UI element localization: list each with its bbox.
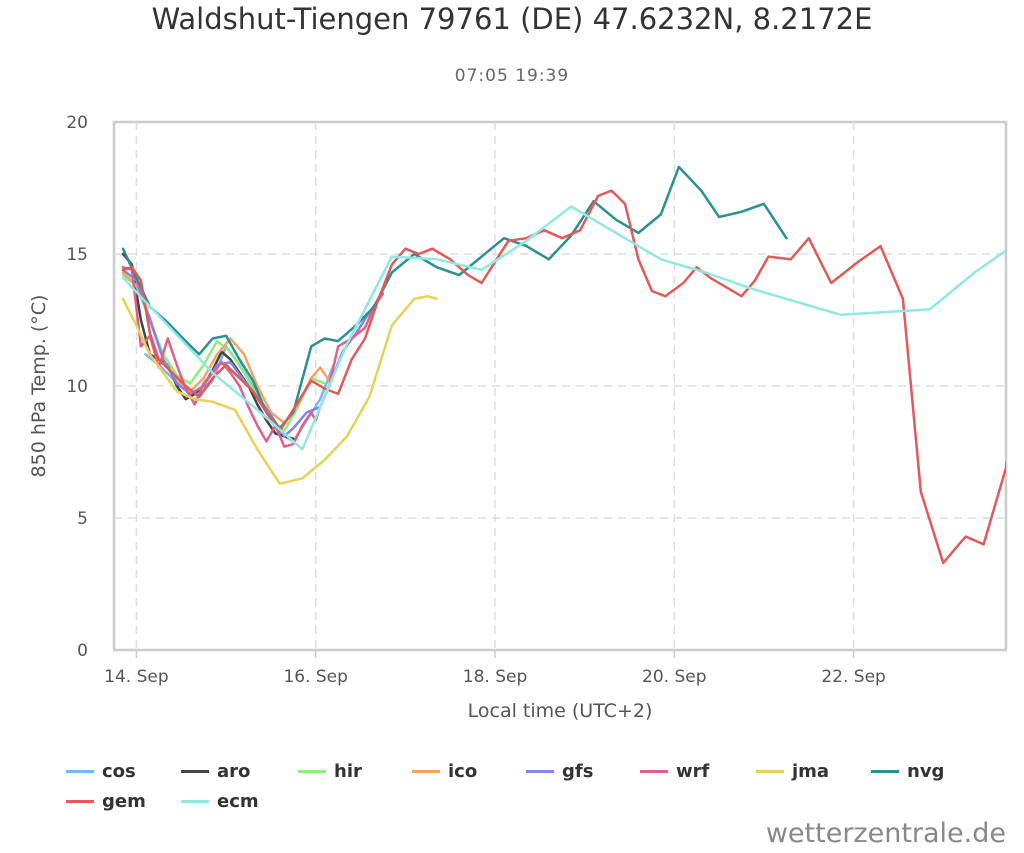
legend-item-aro[interactable]: aro: [181, 758, 250, 784]
legend-item-cos[interactable]: cos: [66, 758, 136, 784]
legend-item-wrf[interactable]: wrf: [640, 758, 709, 784]
legend-label: gfs: [562, 760, 594, 782]
legend-item-jma[interactable]: jma: [756, 758, 829, 784]
x-tick-label: 16. Sep: [283, 667, 347, 687]
legend-swatch: [526, 769, 554, 773]
x-axis-title: Local time (UTC+2): [468, 700, 653, 722]
chart-title: Waldshut-Tiengen 79761 (DE) 47.6232N, 8.…: [151, 2, 873, 36]
legend-item-gem[interactable]: gem: [66, 788, 146, 814]
legend-swatch: [756, 769, 784, 773]
legend-label: hir: [334, 760, 362, 782]
legend-item-nvg[interactable]: nvg: [871, 758, 944, 784]
legend-item-ico[interactable]: ico: [412, 758, 477, 784]
chart-subtitle: 07:05 19:39: [454, 66, 570, 86]
y-axis-title: 850 hPa Temp. (°C): [28, 295, 50, 478]
x-tick-label: 20. Sep: [642, 667, 706, 687]
legend-swatch: [871, 769, 899, 773]
x-tick-label: 14. Sep: [104, 667, 168, 687]
y-tick-label: 20: [66, 113, 88, 133]
series-line-nvg: [121, 165, 788, 430]
y-tick-label: 0: [77, 641, 88, 661]
legend-label: gem: [102, 790, 146, 812]
series-line-jma: [121, 294, 438, 485]
legend-swatch: [181, 799, 209, 803]
x-tick-label: 18. Sep: [463, 667, 527, 687]
legend-label: wrf: [676, 760, 710, 782]
legend-item-hir[interactable]: hir: [298, 758, 362, 784]
legend-label: cos: [102, 760, 136, 782]
legend-swatch: [298, 769, 326, 773]
legend-swatch: [181, 769, 209, 773]
legend-swatch: [412, 769, 440, 773]
legend-swatch: [66, 799, 94, 803]
series-line-ecm: [121, 205, 1006, 451]
series-line-gem: [121, 189, 1006, 565]
legend-label: jma: [792, 760, 830, 782]
legend-item-ecm[interactable]: ecm: [181, 788, 259, 814]
legend-label: aro: [217, 760, 251, 782]
legend-swatch: [66, 769, 94, 773]
x-tick-label: 22. Sep: [821, 667, 885, 687]
legend-label: nvg: [907, 760, 945, 782]
legend-label: ico: [448, 760, 478, 782]
y-tick-label: 15: [66, 245, 88, 265]
y-tick-label: 10: [66, 377, 88, 397]
watermark: wetterzentrale.de: [765, 818, 1006, 849]
legend-item-gfs[interactable]: gfs: [526, 758, 593, 784]
y-tick-label: 5: [77, 509, 88, 529]
legend-label: ecm: [217, 790, 259, 812]
legend-swatch: [640, 769, 668, 773]
